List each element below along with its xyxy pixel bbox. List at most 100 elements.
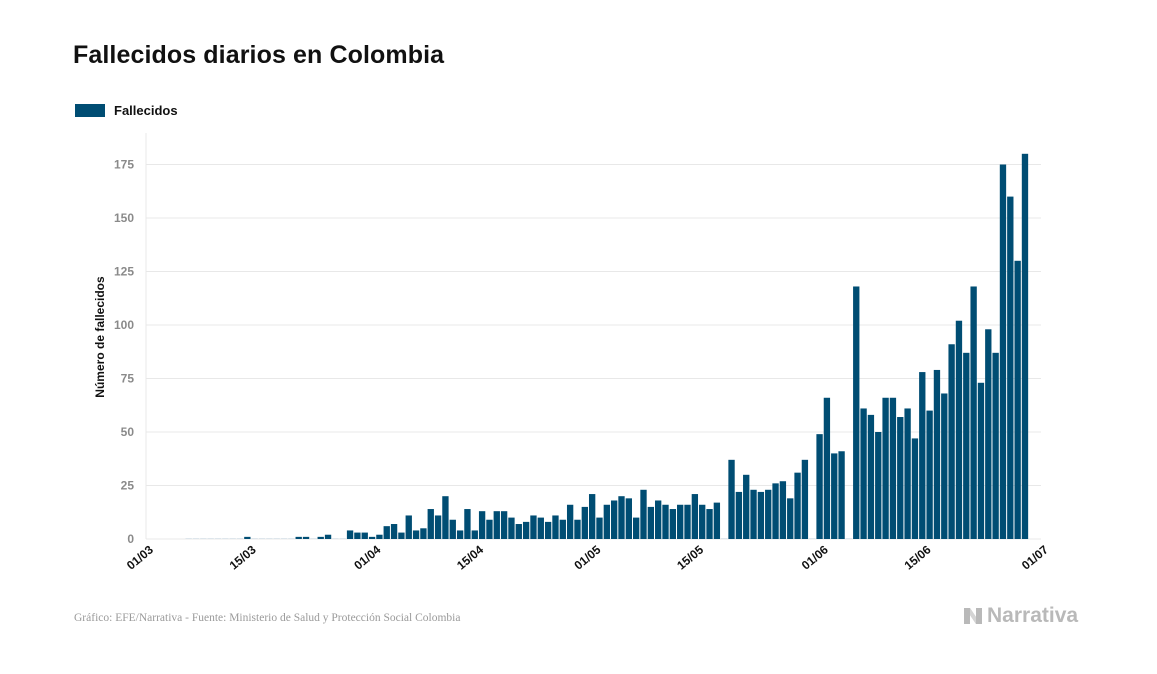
- bar: [735, 491, 743, 539]
- x-tick-label: 15/05: [674, 542, 706, 572]
- bar: [302, 536, 310, 539]
- bar: [317, 536, 324, 539]
- bar: [999, 164, 1007, 539]
- bar: [258, 538, 266, 539]
- bar: [662, 504, 669, 539]
- bar: [699, 504, 706, 539]
- narrativa-logo-icon: [964, 608, 982, 624]
- bar: [1007, 196, 1014, 539]
- bar: [823, 397, 831, 539]
- bar: [464, 509, 471, 539]
- bar: [229, 538, 236, 539]
- bar: [669, 509, 677, 539]
- bar: [251, 538, 258, 539]
- x-tick-label: 01/05: [571, 542, 603, 572]
- bar: [420, 528, 427, 539]
- bar: [684, 504, 691, 539]
- bar: [955, 320, 963, 539]
- bar: [677, 504, 684, 539]
- bar: [757, 491, 765, 539]
- bar: [977, 382, 985, 539]
- x-tick-label: 01/07: [1019, 542, 1051, 572]
- bar: [970, 286, 977, 539]
- bar: [383, 526, 390, 539]
- bar: [816, 434, 823, 539]
- bar: [706, 509, 713, 539]
- bar: [214, 538, 222, 539]
- bar: [772, 483, 779, 539]
- bar: [222, 538, 229, 539]
- bar: [398, 532, 405, 539]
- bar: [911, 438, 919, 539]
- bar: [185, 538, 192, 539]
- bar: [750, 489, 757, 539]
- bar: [765, 489, 772, 539]
- bar: [478, 511, 486, 539]
- bar: [200, 538, 207, 539]
- bar: [963, 352, 970, 539]
- bar: [354, 532, 361, 539]
- bar: [544, 521, 552, 539]
- bar: [860, 408, 867, 539]
- bar: [640, 489, 647, 539]
- bar: [581, 506, 588, 539]
- bar: [310, 538, 317, 539]
- bar: [236, 538, 244, 539]
- y-tick-label: 125: [114, 265, 134, 279]
- y-axis-label: Número de fallecidos: [93, 276, 107, 398]
- bar: [486, 519, 493, 539]
- bar: [691, 494, 699, 539]
- bar: [412, 530, 420, 539]
- brand-logo: Narrativa: [963, 604, 1078, 628]
- bar: [875, 432, 882, 539]
- bar: [376, 534, 383, 539]
- bar: [559, 519, 566, 539]
- bar: [838, 451, 845, 539]
- bar: [992, 352, 999, 539]
- bar: [596, 517, 603, 539]
- bar: [522, 521, 530, 539]
- y-tick-label: 0: [127, 532, 134, 546]
- bar: [655, 500, 662, 539]
- bar: [324, 534, 332, 539]
- bar: [266, 538, 273, 539]
- bar: [493, 511, 500, 539]
- bar: [845, 538, 853, 539]
- y-axis-ticks: 0 25 50 75 100 125 150 175: [114, 158, 134, 547]
- chart-legend: Fallecidos: [75, 103, 178, 118]
- bar: [552, 515, 559, 539]
- y-tick-label: 100: [114, 318, 134, 332]
- bar: [713, 502, 721, 539]
- legend-label: Fallecidos: [114, 103, 178, 118]
- bar: [346, 530, 354, 539]
- bar: [897, 417, 904, 539]
- bar: [1014, 260, 1021, 539]
- bar: [332, 538, 339, 539]
- brand-name: Narrativa: [987, 604, 1079, 627]
- x-axis-ticks: 01/03 15/03 01/04 15/04 01/05 15/05 01/06 15/06…: [124, 542, 1051, 572]
- bar: [288, 538, 295, 539]
- bar: [941, 393, 948, 539]
- bar: [456, 530, 464, 539]
- bar: [633, 517, 640, 539]
- x-tick-label: 01/03: [124, 542, 156, 572]
- y-tick-label: 150: [114, 211, 134, 225]
- x-tick-label: 15/04: [454, 542, 486, 572]
- bar: [566, 504, 574, 539]
- bar: [610, 500, 618, 539]
- x-tick-label: 15/03: [227, 542, 259, 572]
- bar: [618, 496, 625, 539]
- bar: [787, 498, 794, 539]
- bar: [295, 536, 302, 539]
- bar: [779, 481, 787, 539]
- bar: [537, 517, 544, 539]
- bar: [801, 459, 809, 539]
- bar: [273, 538, 280, 539]
- bar: [882, 397, 889, 539]
- x-tick-label: 01/04: [351, 542, 383, 572]
- bar: [500, 511, 508, 539]
- chart-bars: [185, 153, 1029, 540]
- bar: [728, 459, 735, 539]
- bar: [434, 515, 442, 539]
